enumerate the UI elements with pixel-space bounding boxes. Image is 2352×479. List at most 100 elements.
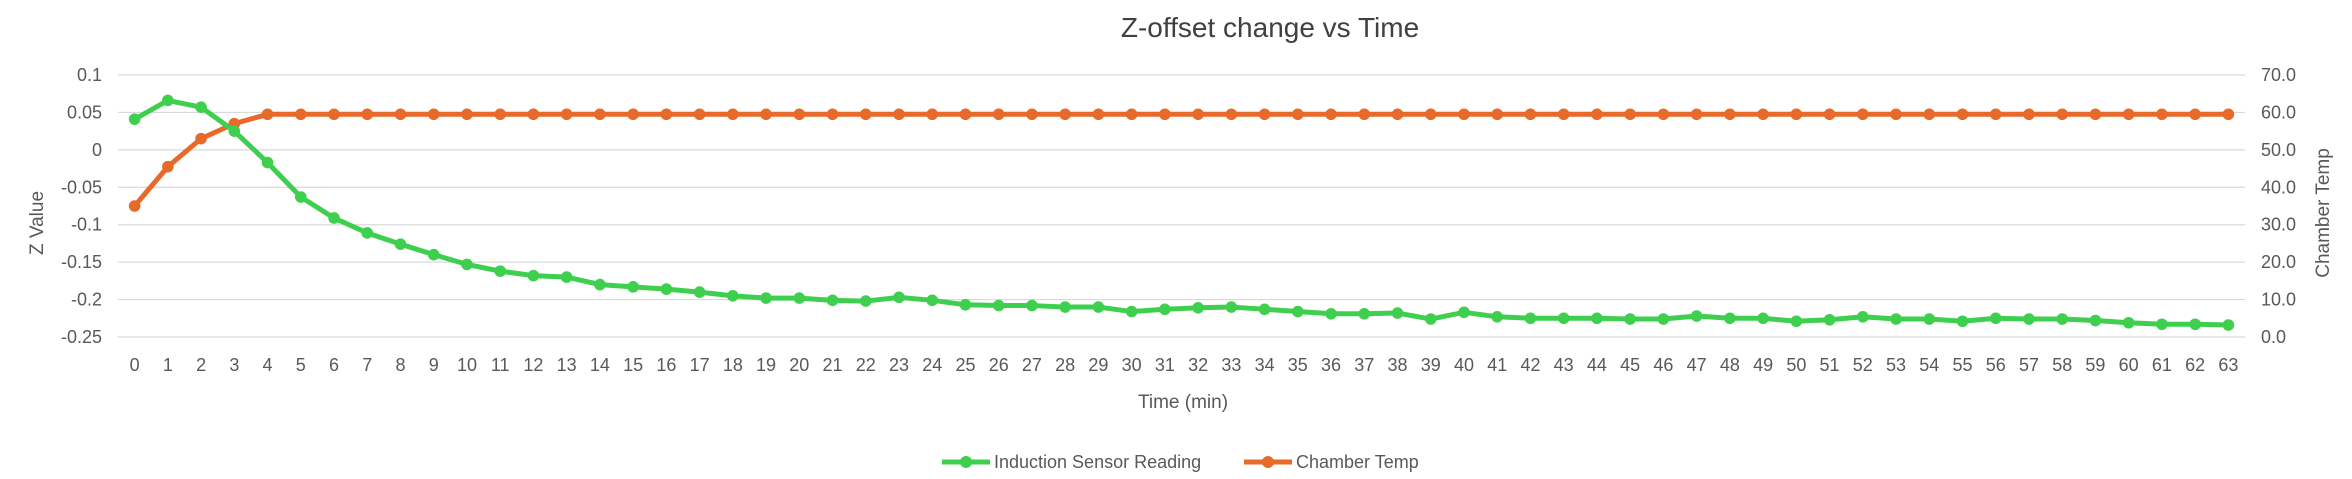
data-point-chamber-temp [1690,108,1703,121]
x-tick-label: 44 [1587,355,1607,375]
x-tick-label: 7 [362,355,372,375]
data-point-induction-sensor [2189,318,2201,331]
series-line-induction-sensor [132,97,2231,328]
data-point-induction-sensor [693,286,706,298]
legend-item-chamber-temp[interactable]: Chamber Temp [1244,452,1419,472]
x-tick-label: 39 [1421,355,1441,375]
left-y-tick-label: -0.15 [61,252,102,272]
x-tick-label: 61 [2152,355,2172,375]
x-tick-label: 31 [1155,355,1175,375]
x-tick-label: 35 [1288,355,1308,375]
x-tick-label: 18 [723,355,743,375]
data-point-chamber-temp [1026,108,1038,121]
data-point-induction-sensor [992,299,1005,312]
data-point-chamber-temp [1125,108,1138,121]
right-y-tick-label: 40.0 [2261,177,2296,197]
left-y-tick-label: 0.05 [67,102,102,122]
x-tick-label: 53 [1886,355,1906,375]
x-tick-label: 1 [163,355,173,375]
data-point-induction-sensor [228,125,241,137]
right-y-tick-label: 0.0 [2261,327,2286,347]
data-point-induction-sensor [1125,305,1138,318]
data-point-induction-sensor [1890,313,1902,325]
data-point-chamber-temp [1557,108,1570,121]
x-tick-label: 4 [263,355,273,375]
x-tick-label: 8 [395,355,405,375]
data-point-chamber-temp [693,108,706,121]
data-point-induction-sensor [1092,301,1105,313]
x-tick-label: 49 [1753,355,1773,375]
data-point-induction-sensor [1458,306,1470,319]
data-point-induction-sensor [859,295,872,307]
data-point-chamber-temp [261,108,274,121]
data-point-chamber-temp [1923,108,1936,121]
data-point-chamber-temp [1258,108,1271,121]
series-induction-sensor [128,94,2235,331]
data-point-induction-sensor [1857,310,1869,323]
legend-item-induction[interactable]: Induction Sensor Reading [942,452,1201,472]
data-point-induction-sensor [727,290,739,302]
data-point-chamber-temp [494,108,507,121]
x-tick-label: 52 [1853,355,1873,375]
right-y-tick-label: 50.0 [2261,140,2296,160]
data-point-chamber-temp [760,108,772,121]
x-tick-label: 40 [1454,355,1474,375]
x-tick-label: 45 [1620,355,1640,375]
x-tick-label: 36 [1321,355,1341,375]
data-point-induction-sensor [1757,312,1769,325]
x-tick-label: 17 [690,355,710,375]
legend-label-chamber-temp: Chamber Temp [1296,452,1419,472]
data-point-chamber-temp [1159,108,1171,121]
data-point-induction-sensor [926,294,939,307]
x-tick-label: 32 [1188,355,1208,375]
data-point-induction-sensor [826,294,839,307]
data-point-induction-sensor [760,292,772,304]
data-point-chamber-temp [1458,108,1470,121]
x-tick-label: 60 [2119,355,2139,375]
x-tick-label: 13 [557,355,577,375]
data-point-chamber-temp [1657,108,1670,121]
data-point-chamber-temp [2023,108,2035,121]
x-tick-label: 62 [2185,355,2205,375]
data-point-chamber-temp [859,108,872,121]
right-y-axis-ticks: 70.0 60.0 50.0 40.0 30.0 20.0 10.0 0.0 [2261,65,2296,347]
data-point-induction-sensor [1391,307,1404,319]
data-point-chamber-temp [1491,108,1504,121]
data-point-chamber-temp [627,108,639,121]
x-tick-label: 23 [889,355,909,375]
data-point-chamber-temp [2056,108,2069,121]
data-point-induction-sensor [1956,315,1969,328]
data-point-induction-sensor [328,212,340,224]
data-point-induction-sensor [1258,303,1271,316]
right-y-tick-label: 70.0 [2261,65,2296,85]
data-point-chamber-temp [1624,108,1636,121]
x-tick-label: 12 [523,355,543,375]
data-point-induction-sensor [594,278,606,291]
data-point-chamber-temp [195,132,207,145]
data-point-chamber-temp [1757,108,1769,121]
data-point-chamber-temp [328,108,340,121]
x-tick-label: 54 [1919,355,1939,375]
data-point-chamber-temp [1524,108,1537,121]
x-tick-label: 19 [756,355,776,375]
x-tick-label: 9 [429,355,439,375]
data-point-chamber-temp [1857,108,1869,121]
data-point-chamber-temp [1391,108,1404,121]
x-tick-label: 51 [1820,355,1840,375]
x-tick-label: 24 [922,355,942,375]
data-point-chamber-temp [461,108,473,121]
data-point-chamber-temp [162,160,174,173]
data-point-chamber-temp [1890,108,1902,121]
data-point-induction-sensor [1225,301,1238,313]
x-tick-label: 38 [1388,355,1408,375]
data-point-chamber-temp [2156,108,2168,121]
x-tick-label: 33 [1221,355,1241,375]
x-tick-label: 20 [789,355,809,375]
data-point-induction-sensor [1790,315,1803,328]
x-tick-label: 3 [229,355,239,375]
data-point-chamber-temp [1225,108,1238,121]
data-point-induction-sensor [527,269,540,282]
x-tick-label: 27 [1022,355,1042,375]
data-point-induction-sensor [261,156,274,169]
